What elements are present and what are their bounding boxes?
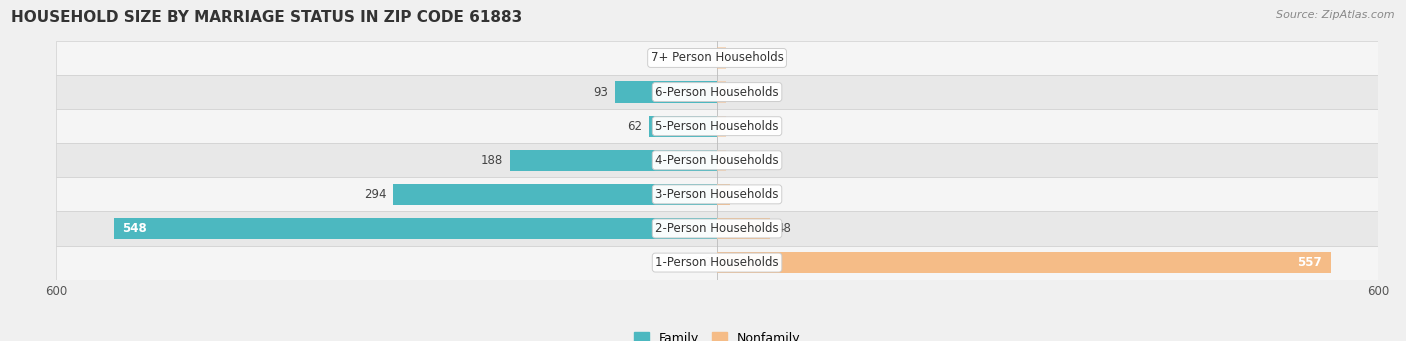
Text: 188: 188 xyxy=(481,154,503,167)
Bar xyxy=(717,218,770,239)
Text: 0: 0 xyxy=(733,154,740,167)
Bar xyxy=(717,184,730,205)
Bar xyxy=(56,177,1378,211)
Text: 0: 0 xyxy=(703,51,710,64)
Text: Source: ZipAtlas.com: Source: ZipAtlas.com xyxy=(1277,10,1395,20)
Bar xyxy=(56,211,1378,246)
Text: 0: 0 xyxy=(733,86,740,99)
Bar xyxy=(56,143,1378,177)
Bar xyxy=(56,75,1378,109)
Text: 1-Person Households: 1-Person Households xyxy=(655,256,779,269)
Text: 12: 12 xyxy=(737,188,752,201)
Bar xyxy=(717,252,1330,273)
Text: 0: 0 xyxy=(703,256,710,269)
Bar xyxy=(614,81,717,103)
Text: 294: 294 xyxy=(364,188,387,201)
Bar xyxy=(56,246,1378,280)
Text: 6-Person Households: 6-Person Households xyxy=(655,86,779,99)
Text: 2-Person Households: 2-Person Households xyxy=(655,222,779,235)
Text: 548: 548 xyxy=(122,222,148,235)
Bar xyxy=(717,81,725,103)
Text: 62: 62 xyxy=(627,120,643,133)
Bar xyxy=(717,150,725,171)
Legend: Family, Nonfamily: Family, Nonfamily xyxy=(628,327,806,341)
Bar xyxy=(648,116,717,137)
Text: 0: 0 xyxy=(733,51,740,64)
Bar xyxy=(717,47,725,69)
Text: 5-Person Households: 5-Person Households xyxy=(655,120,779,133)
Bar xyxy=(394,184,717,205)
Text: 0: 0 xyxy=(733,120,740,133)
Bar xyxy=(56,41,1378,75)
Text: HOUSEHOLD SIZE BY MARRIAGE STATUS IN ZIP CODE 61883: HOUSEHOLD SIZE BY MARRIAGE STATUS IN ZIP… xyxy=(11,10,523,25)
Text: 93: 93 xyxy=(593,86,607,99)
Bar xyxy=(56,109,1378,143)
Text: 3-Person Households: 3-Person Households xyxy=(655,188,779,201)
Bar xyxy=(510,150,717,171)
Bar xyxy=(717,116,725,137)
Text: 557: 557 xyxy=(1298,256,1322,269)
Text: 48: 48 xyxy=(776,222,792,235)
Bar xyxy=(114,218,717,239)
Text: 4-Person Households: 4-Person Households xyxy=(655,154,779,167)
Text: 7+ Person Households: 7+ Person Households xyxy=(651,51,783,64)
